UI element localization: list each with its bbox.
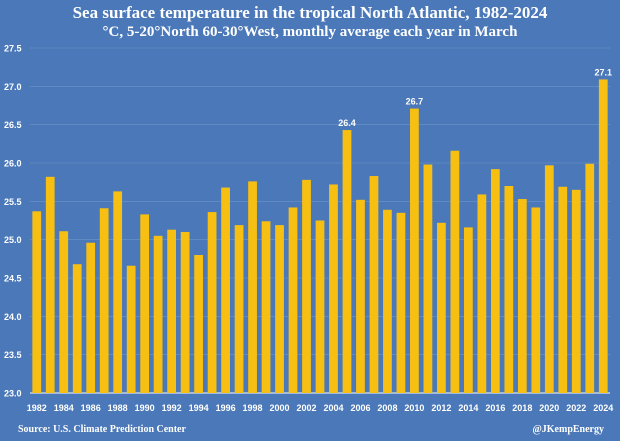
- y-tick-label: 25.0: [4, 235, 22, 245]
- x-tick-label: 2024: [593, 403, 613, 413]
- bar-2020: [544, 165, 554, 393]
- x-axis-ticks: 1982 1984 1986 1988 1990 1992 1994 1996 1998 2000…: [27, 403, 614, 413]
- bar-1984: [59, 231, 69, 393]
- bar-2023: [585, 163, 595, 393]
- y-tick-label: 23.0: [4, 389, 22, 399]
- x-tick-label: 1992: [162, 403, 182, 413]
- bar-2021: [558, 186, 568, 393]
- y-tick-label: 26.5: [4, 120, 22, 130]
- x-tick-label: 2002: [296, 403, 316, 413]
- author-credit: @JKempEnergy: [532, 424, 604, 435]
- bar-1989: [126, 265, 136, 393]
- bar-2010: [410, 108, 419, 394]
- bar-2009: [396, 212, 406, 393]
- bar-1991: [153, 235, 163, 393]
- bars: [32, 79, 608, 394]
- x-tick-label: 2014: [458, 403, 478, 413]
- data-label-2010: 26.7: [406, 97, 424, 107]
- bar-2018: [517, 199, 527, 393]
- x-tick-label: 1996: [216, 403, 236, 413]
- bar-1999: [261, 221, 271, 393]
- bar-2022: [571, 189, 581, 393]
- x-tick-label: 2016: [485, 403, 505, 413]
- bar-1986: [86, 242, 96, 393]
- x-tick-label: 1990: [135, 403, 155, 413]
- x-tick-label: 1986: [81, 403, 101, 413]
- bar-1998: [248, 181, 257, 393]
- bar-2012: [437, 222, 446, 393]
- bar-1993: [180, 232, 190, 393]
- bar-2005: [342, 130, 352, 394]
- bar-2006: [356, 199, 365, 393]
- bar-2011: [423, 164, 433, 393]
- x-tick-label: 2004: [323, 403, 343, 413]
- bar-1983: [45, 176, 55, 393]
- x-tick-label: 2010: [404, 403, 424, 413]
- y-tick-label: 24.0: [4, 312, 22, 322]
- y-tick-label: 25.5: [4, 197, 22, 207]
- y-tick-label: 27.0: [4, 82, 22, 92]
- bar-1994: [194, 255, 203, 393]
- bar-2015: [477, 194, 487, 393]
- data-labels: 26.4 26.7 27.1: [338, 67, 612, 128]
- bar-2008: [383, 209, 392, 393]
- bar-2017: [504, 186, 514, 393]
- data-label-2024: 27.1: [594, 67, 612, 77]
- x-tick-label: 1994: [189, 403, 209, 413]
- bar-1988: [113, 191, 123, 393]
- data-label-2005: 26.4: [338, 118, 356, 128]
- source-note: Source: U.S. Climate Prediction Center: [18, 424, 186, 435]
- bar-1985: [72, 264, 82, 393]
- bar-1987: [99, 208, 109, 393]
- bar-2016: [490, 169, 500, 393]
- bar-2004: [329, 184, 338, 393]
- x-tick-label: 2012: [431, 403, 451, 413]
- bar-2007: [369, 176, 379, 393]
- y-tick-label: 27.5: [4, 44, 22, 54]
- bar-2019: [531, 207, 541, 393]
- y-tick-label: 24.5: [4, 274, 22, 284]
- chart-subtitle: °C, 5-20°North 60-30°West, monthly avera…: [102, 24, 518, 40]
- bar-1982: [32, 211, 42, 393]
- x-tick-label: 2020: [539, 403, 559, 413]
- bar-1990: [140, 214, 150, 393]
- x-tick-label: 2008: [377, 403, 397, 413]
- x-tick-label: 2022: [566, 403, 586, 413]
- x-tick-label: 1988: [108, 403, 128, 413]
- bar-1997: [234, 225, 244, 393]
- x-tick-label: 1998: [243, 403, 263, 413]
- bar-1992: [167, 229, 177, 393]
- bar-2002: [302, 179, 311, 393]
- bar-2000: [275, 225, 284, 393]
- x-tick-label: 2000: [270, 403, 290, 413]
- bar-2013: [450, 150, 460, 393]
- x-tick-label: 1982: [27, 403, 47, 413]
- bar-2024: [598, 79, 608, 393]
- y-axis-ticks: 23.0 23.5 24.0 24.5 25.0 25.5 26.0 26.5 27.0 27.5: [4, 44, 22, 399]
- x-tick-label: 1984: [54, 403, 74, 413]
- y-tick-label: 23.5: [4, 350, 22, 360]
- bar-2003: [315, 220, 325, 393]
- bar-2001: [288, 207, 298, 393]
- bar-2014: [463, 227, 473, 393]
- y-tick-label: 26.0: [4, 159, 22, 169]
- x-tick-label: 2018: [512, 403, 532, 413]
- bar-1995: [207, 212, 217, 393]
- bar-1996: [221, 187, 230, 393]
- chart-title: Sea surface temperature in the tropical …: [72, 3, 548, 22]
- x-tick-label: 2006: [350, 403, 370, 413]
